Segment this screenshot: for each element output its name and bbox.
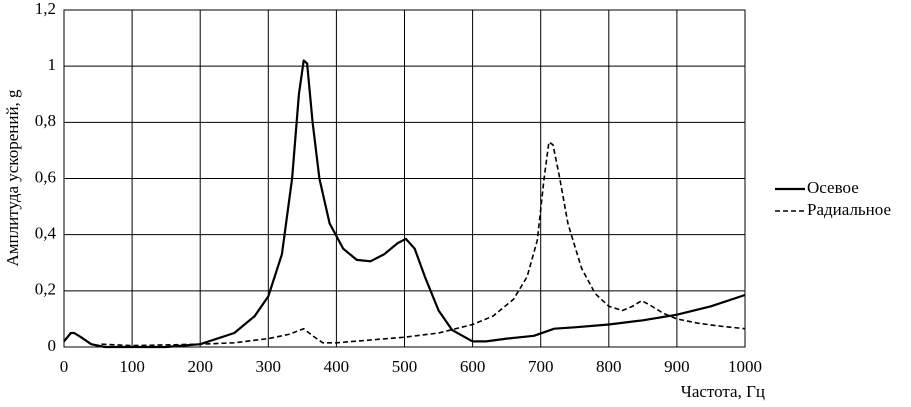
y-tick-label: 0,8 [35,111,56,130]
x-tick-label: 600 [460,357,486,376]
y-tick-label: 0 [48,336,57,355]
y-tick-label: 0,4 [35,224,57,243]
x-tick-label: 1000 [728,357,762,376]
x-tick-label: 100 [119,357,145,376]
x-tick-label: 500 [392,357,418,376]
y-tick-label: 0,2 [35,280,56,299]
x-tick-label: 300 [256,357,282,376]
y-axis-label: Амплитуда ускорений, g [3,89,22,267]
legend-label: Радиальное [807,200,891,219]
x-tick-label: 200 [187,357,213,376]
x-tick-label: 400 [324,357,350,376]
x-tick-label: 900 [664,357,690,376]
plot-frame [63,9,746,348]
x-tick-label: 800 [596,357,622,376]
x-tick-label: 700 [528,357,554,376]
y-tick-label: 0,6 [35,167,56,186]
x-tick-label: 0 [60,357,69,376]
y-tick-label: 1 [48,55,57,74]
y-tick-label: 1,2 [35,0,56,18]
data-line [101,141,746,347]
x-axis-label: Частота, Гц [681,382,765,401]
legend-label: Осевое [807,178,859,197]
data-line [63,59,746,349]
